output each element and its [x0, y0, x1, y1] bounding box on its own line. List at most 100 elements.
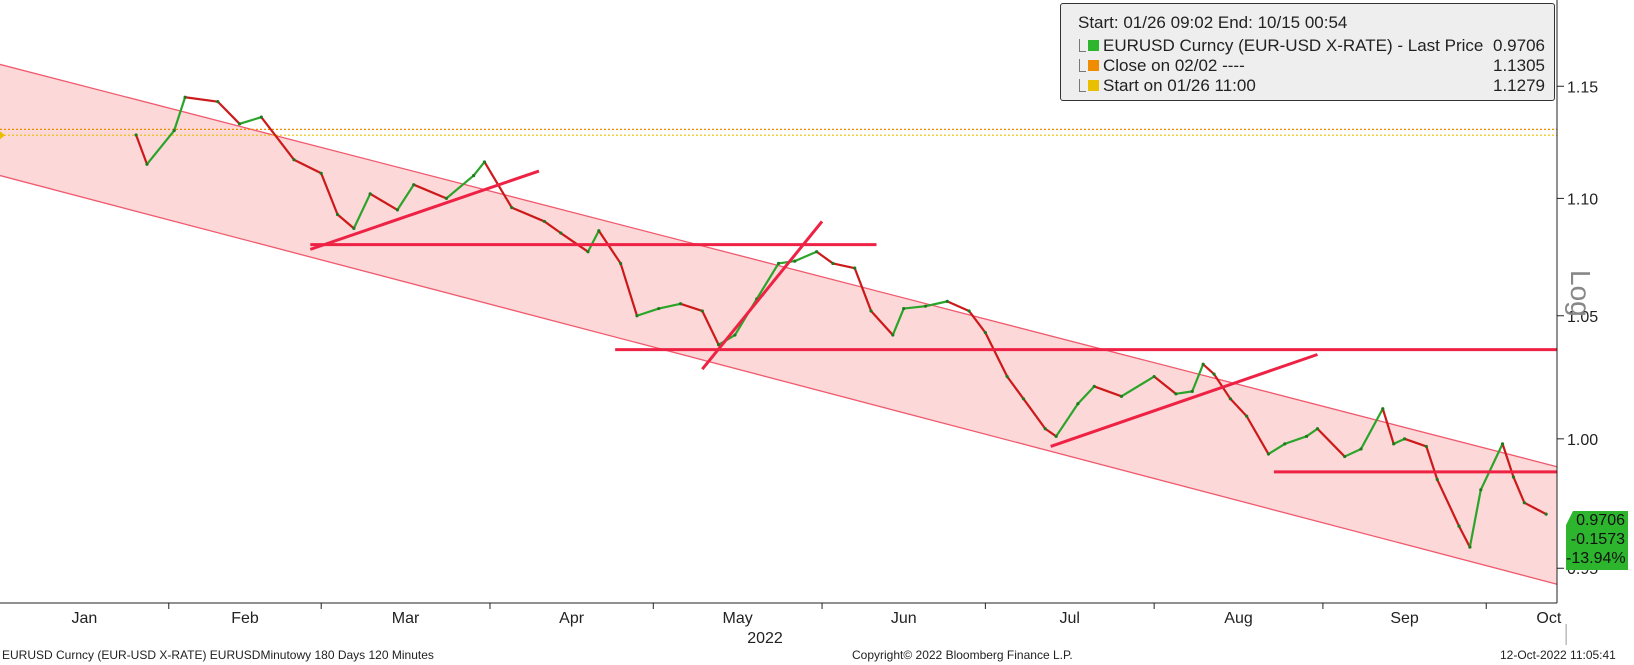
legend-header: Start: 01/26 09:02 End: 10/15 00:54 — [1078, 13, 1348, 32]
price-point — [319, 171, 323, 175]
price-point — [259, 115, 263, 119]
price-segment — [701, 310, 720, 346]
x-tick-label: Aug — [1224, 610, 1252, 627]
badge-last: 0.9706 — [1576, 512, 1625, 529]
price-point — [1402, 437, 1407, 441]
price-point — [482, 160, 487, 164]
price-segment — [1284, 435, 1307, 445]
price-point — [1283, 442, 1287, 446]
price-segment — [586, 230, 600, 253]
legend-value: 1.1279 — [1493, 76, 1545, 95]
price-point — [1201, 362, 1205, 366]
price-segment — [1022, 398, 1047, 430]
price-point — [586, 250, 590, 254]
price-point — [395, 208, 400, 212]
price-segment — [1245, 415, 1270, 455]
price-segment — [853, 267, 873, 312]
price-point — [923, 304, 928, 308]
price-segment — [597, 230, 622, 265]
legend-row-close: Close on 02/02 ---- 1.1305 — [1079, 56, 1545, 76]
price-point — [1315, 427, 1320, 431]
price-segment — [472, 161, 486, 177]
price-point — [1212, 372, 1216, 376]
price-segment — [815, 250, 834, 265]
price-point — [1522, 501, 1526, 505]
price-segment — [1344, 447, 1362, 458]
trendline — [701, 220, 824, 371]
price-segment — [239, 116, 262, 125]
price-segment — [146, 129, 176, 165]
orange-swatch-icon — [1088, 60, 1099, 71]
price-point — [1500, 442, 1505, 446]
legend-label: Close on 02/02 ---- — [1103, 56, 1245, 75]
price-point — [815, 250, 819, 254]
price-point — [335, 212, 340, 217]
price-point — [1043, 427, 1047, 431]
legend-row-last-price: EURUSD Curncy (EUR-USD X-RATE) - Last Pr… — [1079, 36, 1545, 56]
price-point — [1119, 394, 1124, 398]
price-segment — [1175, 390, 1193, 395]
price-segment — [445, 174, 475, 200]
price-point — [945, 299, 949, 303]
price-point — [902, 306, 906, 311]
price-segment — [135, 134, 149, 165]
price-segment — [1393, 437, 1406, 445]
price-point — [1092, 384, 1096, 389]
price-point — [635, 314, 639, 318]
last-price-badge: 0.9706 -0.1573 -13.94% — [1566, 511, 1628, 570]
price-point — [1228, 397, 1232, 401]
price-segment — [1055, 403, 1079, 437]
y-tick-label: 1.15 — [1567, 79, 1598, 96]
x-tick-label: May — [723, 610, 753, 627]
price-segment — [619, 263, 639, 317]
price-point — [619, 261, 623, 266]
price-point — [1054, 434, 1058, 438]
price-segment — [216, 100, 241, 125]
yellow-swatch-icon — [1088, 80, 1099, 91]
x-axis-label: 2022 — [747, 630, 783, 647]
trendline — [1050, 353, 1318, 448]
price-segment — [1267, 442, 1286, 455]
price-segment — [1191, 363, 1205, 392]
legend-value: 0.9706 — [1493, 36, 1545, 55]
price-point — [717, 343, 721, 347]
legend-label: Start on 01/26 11:00 — [1103, 76, 1256, 95]
price-point — [237, 122, 242, 126]
price-segment — [352, 193, 372, 229]
y-tick-label: 1.05 — [1567, 309, 1598, 326]
price-point — [1304, 434, 1309, 438]
price-point — [292, 158, 296, 162]
price-point — [678, 302, 683, 306]
price-point — [891, 333, 895, 337]
price-segment — [396, 184, 415, 211]
price-point — [510, 205, 514, 210]
price-point — [559, 231, 563, 235]
price-segment — [1425, 446, 1439, 480]
price-segment — [946, 300, 970, 312]
legend-label: EURUSD Curncy (EUR-USD X-RATE) - Last Pr… — [1103, 36, 1484, 55]
x-tick-label: Oct — [1536, 610, 1561, 627]
price-point — [1468, 545, 1472, 549]
price-point — [869, 309, 873, 313]
price-point — [1435, 477, 1439, 482]
price-segment — [903, 305, 926, 310]
x-tick-label: Sep — [1390, 610, 1419, 627]
price-segment — [636, 307, 660, 317]
price-segment — [173, 96, 187, 131]
price-segment — [1404, 437, 1427, 448]
price-point — [700, 309, 704, 313]
price-segment — [1153, 375, 1177, 395]
scale-label: Log — [1565, 270, 1596, 317]
price-point — [1457, 524, 1461, 528]
price-point — [597, 229, 601, 233]
price-segment — [184, 96, 218, 103]
price-segment — [511, 206, 545, 223]
price-point — [1359, 447, 1363, 451]
y-tick-label: 1.00 — [1567, 432, 1598, 449]
price-point — [368, 192, 372, 196]
trendline — [309, 169, 540, 251]
price-point — [1245, 414, 1249, 418]
price-point — [793, 259, 797, 263]
price-segment — [1458, 525, 1471, 548]
x-tick-label: Jun — [891, 610, 917, 627]
